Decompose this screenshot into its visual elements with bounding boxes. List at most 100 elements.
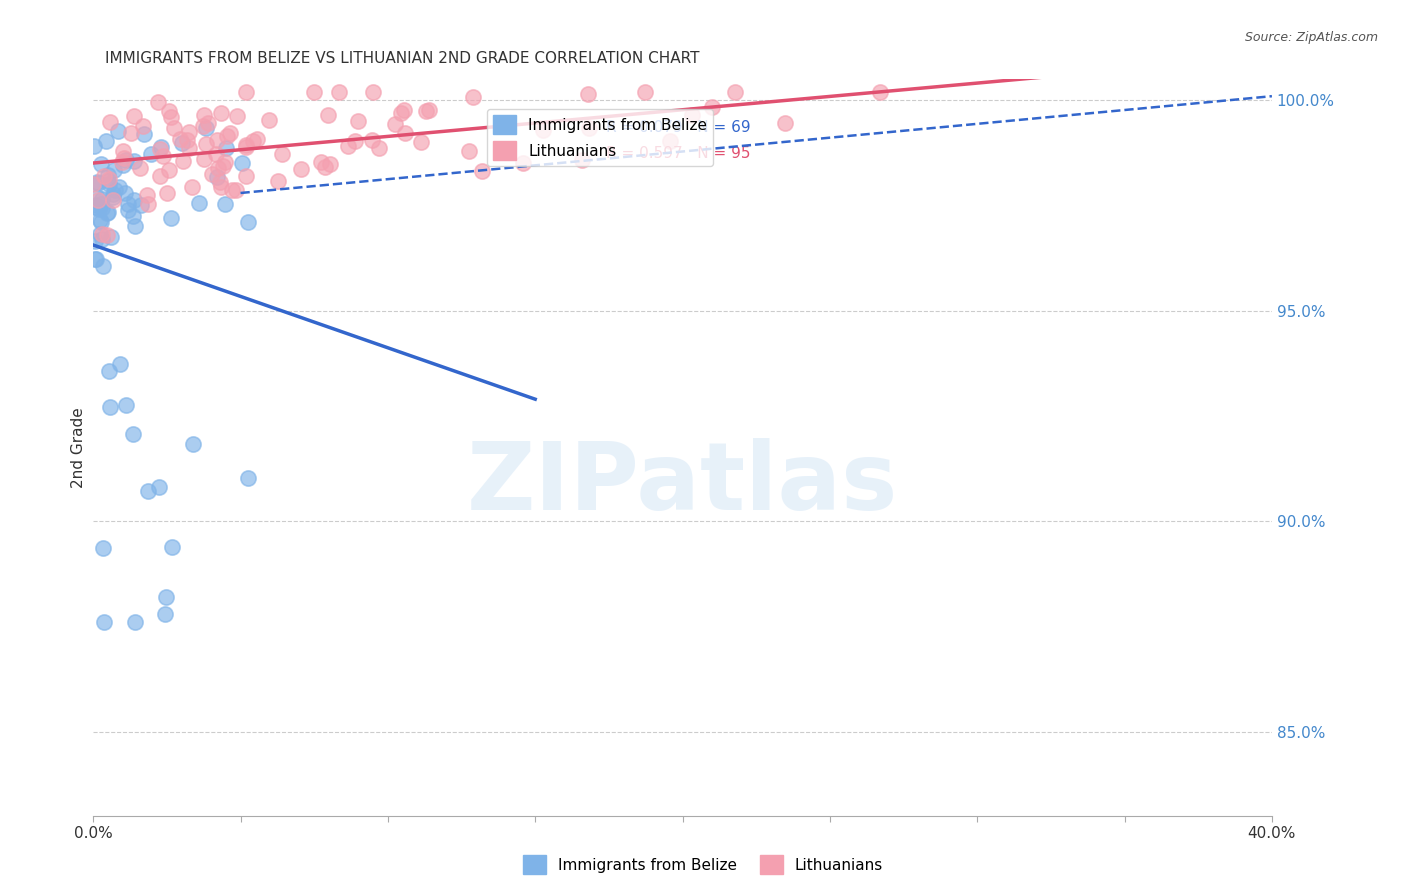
Point <box>236 471 259 485</box>
Point <box>83 139 105 153</box>
Point <box>124 615 146 629</box>
Point <box>724 85 747 99</box>
Point <box>337 138 360 153</box>
Point <box>193 152 215 166</box>
Point <box>533 123 555 137</box>
Point <box>411 135 433 149</box>
Point <box>90 157 112 171</box>
Point <box>96 135 118 149</box>
Point <box>120 127 142 141</box>
Point <box>219 127 242 141</box>
Point <box>319 157 342 171</box>
Point <box>91 259 114 273</box>
Point <box>389 106 412 120</box>
Point <box>111 155 134 169</box>
Point <box>136 188 159 202</box>
Point <box>207 133 229 147</box>
Point <box>212 159 235 173</box>
Point <box>209 179 232 194</box>
Point <box>181 180 204 194</box>
Point <box>344 135 367 149</box>
Point <box>773 116 796 130</box>
Point <box>160 211 183 225</box>
Text: R = 0.597   N = 95: R = 0.597 N = 95 <box>606 146 751 161</box>
Point <box>394 126 416 140</box>
Point <box>93 169 115 184</box>
Point <box>267 174 290 188</box>
Point <box>194 121 217 136</box>
Point <box>191 119 214 133</box>
Point <box>195 136 218 151</box>
Point <box>328 85 350 99</box>
Point <box>90 197 112 211</box>
Point <box>215 129 238 144</box>
Point <box>181 437 204 451</box>
Point <box>225 109 247 123</box>
Point <box>347 114 370 128</box>
Point <box>114 399 136 413</box>
Point <box>231 156 253 170</box>
Point <box>117 202 139 217</box>
Point <box>83 200 105 214</box>
Point <box>471 164 494 178</box>
Point <box>634 85 657 99</box>
Point <box>84 252 107 267</box>
Point <box>84 198 107 212</box>
Point <box>205 170 228 185</box>
Point <box>93 615 115 629</box>
Point <box>242 134 264 148</box>
Point <box>98 400 121 414</box>
Point <box>214 154 236 169</box>
Point <box>91 201 114 215</box>
Point <box>221 183 243 197</box>
Point <box>235 85 257 99</box>
Point <box>146 95 169 109</box>
Point <box>138 197 160 211</box>
Point <box>101 187 124 202</box>
Point <box>82 177 104 191</box>
Point <box>172 136 194 150</box>
Point <box>124 219 146 233</box>
Point <box>86 189 108 203</box>
Point <box>134 128 156 142</box>
Point <box>96 206 118 220</box>
Point <box>157 162 180 177</box>
Point <box>122 154 145 169</box>
Point <box>107 124 129 138</box>
Point <box>571 153 593 167</box>
Text: Source: ZipAtlas.com: Source: ZipAtlas.com <box>1244 31 1378 45</box>
Text: R = 0.079   N = 69: R = 0.079 N = 69 <box>606 120 751 136</box>
Point <box>512 155 534 169</box>
Point <box>98 364 121 378</box>
Point <box>207 161 229 175</box>
Point <box>150 140 173 154</box>
Point <box>700 100 723 114</box>
Point <box>103 163 125 178</box>
Point <box>235 169 257 184</box>
Point <box>97 172 120 186</box>
Point <box>104 183 127 197</box>
Point <box>177 140 200 154</box>
Point <box>384 117 406 131</box>
Point <box>302 85 325 99</box>
Point <box>115 153 138 167</box>
Point <box>108 357 131 371</box>
Point <box>91 541 114 556</box>
Point <box>100 229 122 244</box>
Point <box>188 196 211 211</box>
Point <box>309 155 332 169</box>
Point <box>84 252 107 266</box>
Point <box>84 234 107 248</box>
Point <box>246 131 269 145</box>
Point <box>361 85 384 99</box>
Point <box>141 147 163 161</box>
Point <box>131 119 153 133</box>
Point <box>112 152 135 166</box>
Point <box>418 103 440 117</box>
Point <box>96 227 118 242</box>
Point <box>149 169 172 183</box>
Point <box>314 160 336 174</box>
Point <box>87 202 110 216</box>
Y-axis label: 2nd Grade: 2nd Grade <box>72 408 86 488</box>
Text: ZIPatlas: ZIPatlas <box>467 439 898 531</box>
